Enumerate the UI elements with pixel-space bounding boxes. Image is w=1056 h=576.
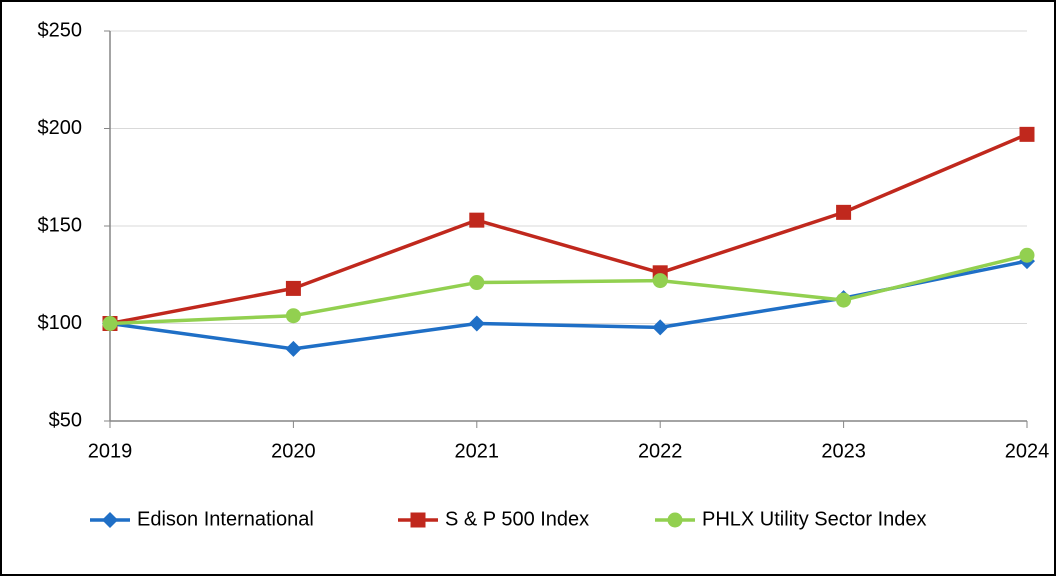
data-point	[469, 275, 485, 291]
y-tick-label: $100	[38, 312, 83, 334]
data-point	[285, 280, 301, 296]
x-tick-label: 2019	[88, 440, 133, 462]
data-point	[1019, 126, 1035, 142]
legend-label: S & P 500 Index	[445, 508, 589, 530]
y-tick-label: $200	[38, 117, 83, 139]
y-tick-label: $250	[38, 19, 83, 41]
data-point	[285, 308, 301, 324]
legend-label: Edison International	[137, 508, 314, 530]
legend-label: PHLX Utility Sector Index	[702, 508, 927, 530]
x-tick-label: 2020	[271, 440, 316, 462]
legend-marker	[667, 512, 683, 528]
x-tick-label: 2021	[455, 440, 500, 462]
data-point	[836, 292, 852, 308]
x-tick-label: 2024	[1005, 440, 1050, 462]
data-point	[102, 316, 118, 331]
legend-marker	[410, 512, 426, 528]
data-point	[652, 273, 668, 289]
data-point	[285, 340, 302, 357]
data-point	[652, 319, 669, 336]
x-tick-label: 2023	[821, 440, 866, 462]
legend-marker	[102, 512, 118, 528]
data-point	[1019, 247, 1035, 263]
data-point	[469, 212, 485, 228]
x-tick-label: 2022	[638, 440, 683, 462]
data-point	[836, 204, 852, 220]
y-tick-label: $50	[49, 409, 82, 431]
series-line	[109, 253, 1028, 326]
data-point	[468, 315, 485, 332]
series-line	[109, 132, 1028, 326]
y-tick-label: $150	[38, 214, 83, 236]
